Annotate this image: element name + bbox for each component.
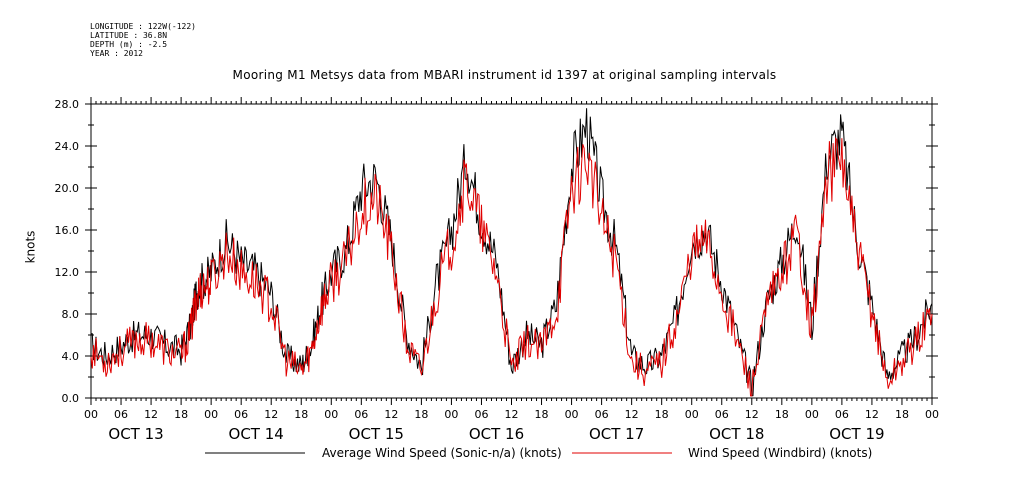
x-tick-label: 00: [324, 408, 338, 421]
day-label: OCT 18: [709, 425, 764, 443]
series-line-windbird: [90, 136, 933, 397]
legend-label-average-wind: Average Wind Speed (Sonic-n/a) (knots): [322, 446, 562, 460]
y-tick-label: 20.0: [55, 182, 80, 195]
x-tick-label: 00: [204, 408, 218, 421]
metadata-block: LONGITUDE : 122W(-122) LATITUDE : 36.8N …: [90, 22, 196, 58]
y-tick-label: 8.0: [62, 308, 80, 321]
y-tick-label: 0.0: [62, 392, 80, 405]
x-tick-label: 12: [865, 408, 879, 421]
y-tick-label: 4.0: [62, 350, 80, 363]
y-tick-label: 24.0: [55, 140, 80, 153]
day-label: OCT 19: [829, 425, 884, 443]
x-tick-label: 18: [655, 408, 669, 421]
x-tick-label: 06: [595, 408, 609, 421]
x-tick-label: 00: [444, 408, 458, 421]
x-tick-label: 00: [84, 408, 98, 421]
x-tick-label: 06: [114, 408, 128, 421]
legend-label-windbird: Wind Speed (Windbird) (knots): [688, 446, 873, 460]
x-tick-label: 00: [685, 408, 699, 421]
y-tick-label: 12.0: [55, 266, 80, 279]
latitude-text: LATITUDE : 36.8N: [90, 31, 168, 40]
day-label: OCT 14: [229, 425, 284, 443]
x-tick-label: 00: [925, 408, 939, 421]
x-tick-label: 18: [895, 408, 909, 421]
y-tick-label: 28.0: [55, 98, 80, 111]
year-text: YEAR : 2012: [90, 49, 143, 58]
day-label: OCT 17: [589, 425, 644, 443]
x-tick-label: 12: [384, 408, 398, 421]
x-tick-label: 18: [775, 408, 789, 421]
x-tick-label: 18: [294, 408, 308, 421]
x-tick-label: 18: [535, 408, 549, 421]
x-tick-label: 06: [715, 408, 729, 421]
x-tick-label: 12: [505, 408, 519, 421]
x-tick-label: 12: [144, 408, 158, 421]
x-tick-label: 12: [264, 408, 278, 421]
day-label: OCT 16: [469, 425, 524, 443]
series-lines: [90, 108, 933, 397]
x-tick-label: 00: [805, 408, 819, 421]
depth-text: DEPTH (m) : -2.5: [90, 40, 168, 49]
chart-title: Mooring M1 Metsys data from MBARI instru…: [232, 68, 777, 82]
x-tick-label: 06: [354, 408, 368, 421]
x-tick-label: 06: [234, 408, 248, 421]
plot-frame: [90, 103, 933, 399]
x-tick-label: 12: [625, 408, 639, 421]
x-tick-label: 00: [565, 408, 579, 421]
x-tick-label: 12: [745, 408, 759, 421]
x-tick-label: 18: [174, 408, 188, 421]
x-tick-label: 06: [835, 408, 849, 421]
axes: 0.0 4.0 8.0 12.0 16.0 20.0 24.0 28.0 00 06 12 18 00 0…: [55, 97, 939, 443]
x-tick-label: 18: [414, 408, 428, 421]
y-tick-label: 16.0: [55, 224, 80, 237]
x-tick-label: 06: [474, 408, 488, 421]
day-label: OCT 13: [108, 425, 163, 443]
day-label: OCT 15: [349, 425, 404, 443]
series-line-average-wind: [91, 108, 933, 397]
longitude-text: LONGITUDE : 122W(-122): [90, 22, 196, 31]
